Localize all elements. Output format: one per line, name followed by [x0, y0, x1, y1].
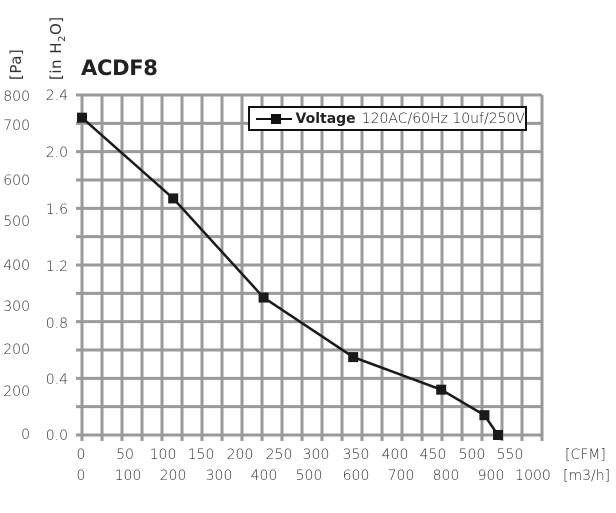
pa-tick-label: 200 — [3, 384, 30, 400]
pa-tick-label: 0 — [21, 427, 30, 443]
data-point-square-marker-icon — [348, 352, 359, 363]
m3-tick-label: 1000 — [515, 468, 551, 484]
legend-label-voltage: Voltage — [295, 110, 356, 127]
cfm-tick-label: 150 — [187, 447, 215, 463]
cfm-tick-label: 200 — [226, 447, 254, 463]
inh-tick-label: 1.6 — [45, 202, 68, 218]
pa-tick-label: 400 — [3, 258, 30, 274]
x-axis-m3h-unit: [m3/h] — [563, 468, 611, 484]
cfm-tick-label: 500 — [458, 447, 486, 463]
x-axis-cfm-unit: [CFM] — [565, 447, 606, 463]
legend: Voltage 120AC/60Hz 10uf/250V — [248, 106, 527, 131]
m3-tick-label: 600 — [342, 468, 370, 484]
data-point-square-marker-icon — [77, 112, 87, 123]
m3-tick-label: 100 — [114, 468, 142, 484]
m3-tick-label: 500 — [295, 468, 323, 484]
legend-line-square-marker-icon — [256, 112, 292, 126]
inh-tick-label: 2.0 — [45, 145, 68, 161]
inh-tick-label: 0.4 — [45, 372, 68, 388]
pa-tick-label: 300 — [3, 299, 30, 315]
m3-tick-label: 300 — [205, 468, 233, 484]
legend-label-spec: 120AC/60Hz 10uf/250V — [361, 110, 525, 127]
cfm-tick-label: 0 — [76, 447, 86, 463]
m3-tick-label: 900 — [477, 468, 505, 484]
cfm-tick-label: 300 — [302, 447, 330, 463]
cfm-tick-label: 350 — [342, 447, 370, 463]
data-point-square-marker-icon — [258, 292, 269, 303]
data-point-square-marker-icon — [493, 430, 503, 440]
data-point-square-marker-icon — [168, 193, 179, 204]
inh-tick-label: 1.2 — [45, 259, 68, 275]
chart-title: ACDF8 — [81, 56, 158, 80]
pa-tick-label: 700 — [3, 118, 30, 134]
m3-tick-label: 400 — [250, 468, 278, 484]
data-point-square-marker-icon — [436, 384, 447, 395]
m3-tick-label: 200 — [159, 468, 187, 484]
inh-tick-label: 2.4 — [45, 88, 68, 104]
cfm-tick-label: 450 — [419, 447, 447, 463]
cfm-tick-label: 50 — [116, 447, 134, 463]
m3-tick-label: 0 — [76, 468, 86, 484]
inh-tick-label: 0.0 — [45, 428, 68, 444]
pa-tick-label: 600 — [3, 173, 30, 189]
series-line — [81, 116, 500, 436]
data-point-square-marker-icon — [479, 410, 490, 421]
cfm-tick-label: 250 — [265, 447, 293, 463]
pa-tick-label: 200 — [3, 342, 30, 358]
m3-tick-label: 700 — [387, 468, 415, 484]
inh-tick-label: 0.8 — [45, 316, 68, 332]
cfm-tick-label: 400 — [381, 447, 409, 463]
cfm-tick-label: 100 — [149, 447, 177, 463]
cfm-tick-label: 550 — [496, 447, 524, 463]
pa-tick-label: 800 — [3, 89, 30, 105]
m3-tick-label: 800 — [432, 468, 460, 484]
pa-tick-label: 500 — [3, 214, 30, 230]
